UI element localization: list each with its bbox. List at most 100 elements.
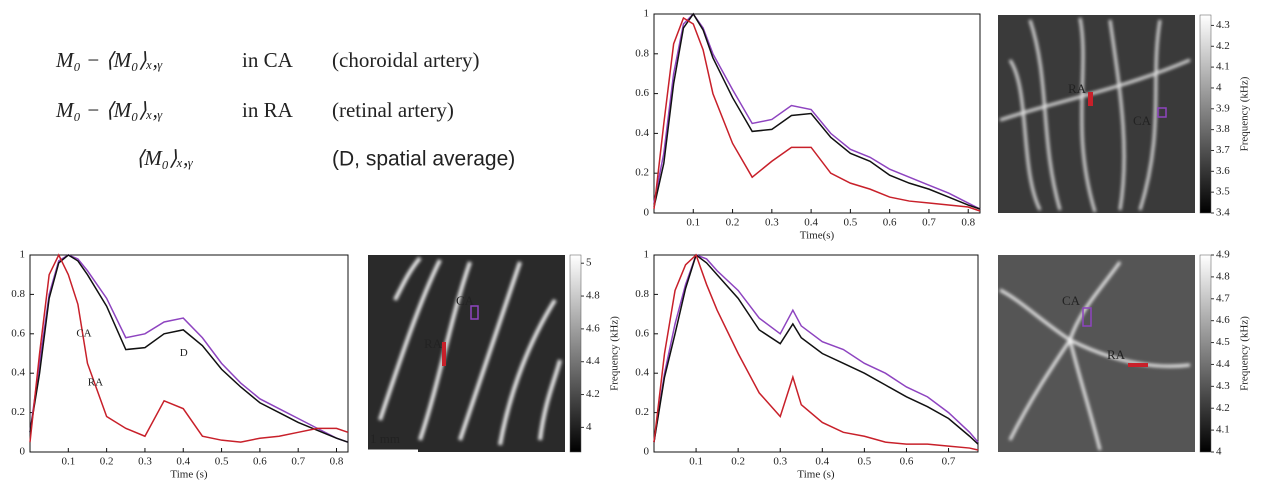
x-tick-label: 0.8 xyxy=(330,456,344,468)
legend-region: in RA xyxy=(242,98,294,122)
x-tick-label: 0.3 xyxy=(773,456,787,468)
y-tick-label: 0.8 xyxy=(11,288,25,300)
plot-frame xyxy=(29,254,349,453)
series-line xyxy=(653,16,981,212)
series-line xyxy=(653,12,981,210)
x-tick-label: 0.2 xyxy=(100,456,114,468)
colorbar-tick-label: 4 xyxy=(1216,81,1222,93)
colorbar-tick-label: 4.3 xyxy=(1216,19,1230,31)
y-tick-label: 1 xyxy=(20,249,26,261)
x-tick-label: 0.6 xyxy=(253,456,267,468)
colorbar-tick-label: 4.3 xyxy=(1216,380,1230,392)
series-line xyxy=(29,254,349,443)
images xyxy=(368,15,1195,453)
y-tick-label: 0.4 xyxy=(635,367,649,379)
x-tick-label: 0.1 xyxy=(689,456,703,468)
x-tick-label: 0.5 xyxy=(858,456,872,468)
x-tick-label: 0.4 xyxy=(815,456,829,468)
image-label: CA xyxy=(1133,113,1152,128)
x-tick-label: 0.7 xyxy=(922,217,936,229)
x-tick-label: 0.6 xyxy=(900,456,914,468)
colorbar-tick-label: 4.1 xyxy=(1216,424,1230,436)
legend-desc: (retinal artery) xyxy=(332,98,454,122)
plot-frame xyxy=(653,13,981,214)
colorbar-tick-label: 3.5 xyxy=(1216,186,1230,198)
colorbar-tick-label: 4.8 xyxy=(586,290,600,302)
colorbar-tick-label: 4.2 xyxy=(1216,40,1230,52)
colorbar-tick-label: 4.2 xyxy=(586,388,600,400)
x-axis-label: Time (s) xyxy=(170,469,208,481)
image-label: RA xyxy=(1107,347,1126,362)
image-top xyxy=(998,15,1195,213)
image-label: RA xyxy=(1068,81,1087,96)
annotation: RA xyxy=(88,377,103,389)
legend-math: ⟨M₀⟩ₓ,ᵧ xyxy=(136,146,193,170)
y-tick-label: 0.8 xyxy=(635,47,649,59)
colorbar xyxy=(569,254,582,453)
y-tick-label: 0 xyxy=(644,446,650,458)
series-line xyxy=(29,253,349,443)
x-axis-label: Time (s) xyxy=(797,469,835,481)
x-tick-label: 0.1 xyxy=(61,456,75,468)
image-label: RA xyxy=(424,336,443,351)
series-line xyxy=(653,12,981,210)
legend-desc: (choroidal artery) xyxy=(332,48,480,72)
colorbar xyxy=(1199,14,1212,214)
colorbar-tick-label: 3.6 xyxy=(1216,165,1230,177)
annotation: D xyxy=(180,347,188,359)
y-tick-label: 0.6 xyxy=(635,87,649,99)
y-tick-label: 0.2 xyxy=(635,167,649,179)
colorbar-tick-label: 4 xyxy=(1216,446,1222,458)
colorbar-label: Frequency (kHz) xyxy=(1239,76,1251,151)
x-tick-label: 0.5 xyxy=(844,217,858,229)
x-tick-label: 0.4 xyxy=(176,456,190,468)
colorbar-tick-label: 4.5 xyxy=(1216,336,1230,348)
legend-math: M₀ − ⟨M₀⟩ₓ,ᵧ xyxy=(55,48,163,72)
y-tick-label: 0.4 xyxy=(635,127,649,139)
y-tick-label: 0.8 xyxy=(635,288,649,300)
image-label: CA xyxy=(456,293,475,308)
y-tick-label: 0.2 xyxy=(635,406,649,418)
colorbar-tick-label: 3.7 xyxy=(1216,144,1230,156)
y-tick-label: 0 xyxy=(644,207,650,219)
x-tick-label: 0.5 xyxy=(215,456,229,468)
y-tick-label: 0.6 xyxy=(11,327,25,339)
colorbar-tick-label: 3.8 xyxy=(1216,123,1230,135)
colorbar-tick-label: 4.8 xyxy=(1216,270,1230,282)
legend-math: M₀ − ⟨M₀⟩ₓ,ᵧ xyxy=(55,98,163,122)
y-tick-label: 0.6 xyxy=(635,327,649,339)
colorbar-tick-label: 3.4 xyxy=(1216,207,1230,219)
colorbar-tick-label: 4.9 xyxy=(1216,249,1230,261)
image-bottom-left xyxy=(368,255,565,453)
x-tick-label: 0.3 xyxy=(765,217,779,229)
colorbar-tick-label: 4.7 xyxy=(1216,292,1230,304)
x-tick-label: 0.2 xyxy=(731,456,745,468)
colorbar-tick-label: 5 xyxy=(586,257,592,269)
colorbar-tick-label: 4.2 xyxy=(1216,402,1230,414)
y-tick-label: 1 xyxy=(644,8,650,20)
colorbar xyxy=(1199,254,1212,453)
legend-desc: (D, spatial average) xyxy=(332,148,515,171)
x-tick-label: 0.3 xyxy=(138,456,152,468)
x-tick-label: 0.4 xyxy=(804,217,818,229)
series-line xyxy=(653,253,979,451)
colorbar-tick-label: 3.9 xyxy=(1216,102,1230,114)
x-tick-label: 0.1 xyxy=(686,217,700,229)
colorbar-label: Frequency (kHz) xyxy=(609,316,621,391)
legend-region: in CA xyxy=(242,48,294,72)
y-tick-label: 0.4 xyxy=(11,367,25,379)
image-bottom-right xyxy=(998,255,1195,452)
series-line xyxy=(653,253,979,445)
colorbar-tick-label: 4.6 xyxy=(586,322,600,334)
x-tick-label: 0.8 xyxy=(961,217,975,229)
y-tick-label: 0 xyxy=(20,446,26,458)
colorbar-label: Frequency (kHz) xyxy=(1239,316,1251,391)
y-tick-label: 0.2 xyxy=(11,406,25,418)
colorbar-tick-label: 4.4 xyxy=(586,355,600,367)
x-tick-label: 0.7 xyxy=(942,456,956,468)
colorbar-tick-label: 4.1 xyxy=(1216,61,1230,73)
colorbar-tick-label: 4 xyxy=(586,421,592,433)
x-tick-label: 0.2 xyxy=(726,217,740,229)
